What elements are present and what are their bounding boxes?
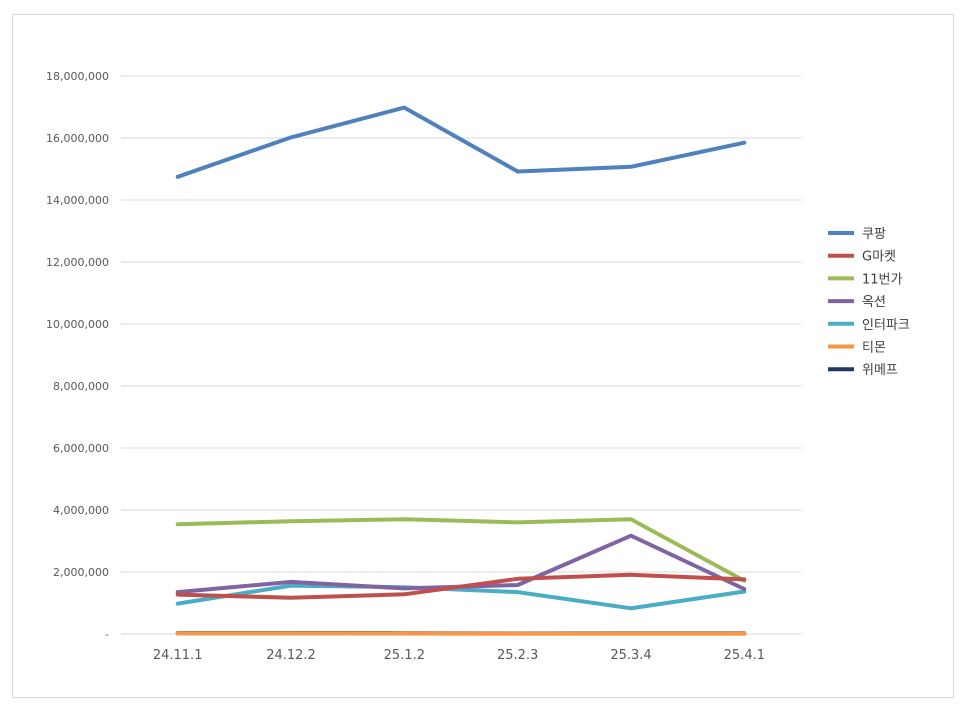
legend-label: 11번가 xyxy=(862,272,903,287)
y-tick-label: 8,000,000 xyxy=(53,380,109,393)
legend-label: 옥션 xyxy=(862,295,886,310)
y-tick-label: 4,000,000 xyxy=(53,504,109,517)
y-tick-label: 18,000,000 xyxy=(46,70,109,83)
legend-label: 티몬 xyxy=(862,341,886,356)
x-tick-label: 24.11.1 xyxy=(153,648,203,663)
chart-frame: - 2,000,000 4,000,000 6,000,000 8,000,000 10,… xyxy=(12,14,954,698)
y-tick-label: 16,000,000 xyxy=(46,132,109,145)
series-line xyxy=(175,533,747,595)
x-tick-label: 25.3.4 xyxy=(610,648,651,663)
series-line xyxy=(175,583,747,611)
legend-label: 쿠팡 xyxy=(862,227,886,242)
legend-entry: 티몬 xyxy=(828,341,886,356)
legend-entry: 쿠팡 xyxy=(828,227,886,242)
y-tick-label: 6,000,000 xyxy=(53,442,109,455)
y-tick-label: 2,000,000 xyxy=(53,566,109,579)
legend-label: 위메프 xyxy=(862,363,898,378)
legend-entry: 11번가 xyxy=(828,272,903,287)
legend-entry: G마켓 xyxy=(828,250,896,265)
y-tick-label: 12,000,000 xyxy=(46,256,109,269)
y-tick-label: - xyxy=(105,628,109,641)
x-tick-label: 25.2.3 xyxy=(497,648,538,663)
series-line xyxy=(175,572,747,600)
series-lines xyxy=(175,105,747,636)
legend-entry: 위메프 xyxy=(828,363,898,378)
line-chart: - 2,000,000 4,000,000 6,000,000 8,000,000 10,… xyxy=(46,70,910,663)
y-axis-ticks: - 2,000,000 4,000,000 6,000,000 8,000,000 10,… xyxy=(46,70,109,641)
x-tick-label: 25.4.1 xyxy=(724,648,765,663)
legend-entry: 인터파크 xyxy=(828,318,910,333)
legend-entry: 옥션 xyxy=(828,295,886,310)
series-line xyxy=(175,105,747,179)
x-tick-label: 25.1.2 xyxy=(384,648,425,663)
y-tick-label: 14,000,000 xyxy=(46,194,109,207)
x-axis-ticks: 24.11.1 24.12.2 25.1.2 25.2.3 25.3.4 25.4.1 xyxy=(153,648,765,663)
x-tick-label: 24.12.2 xyxy=(266,648,316,663)
legend-label: 인터파크 xyxy=(862,318,910,333)
legend-label: G마켓 xyxy=(862,250,896,265)
series-line xyxy=(175,517,747,583)
y-tick-label: 10,000,000 xyxy=(46,318,109,331)
